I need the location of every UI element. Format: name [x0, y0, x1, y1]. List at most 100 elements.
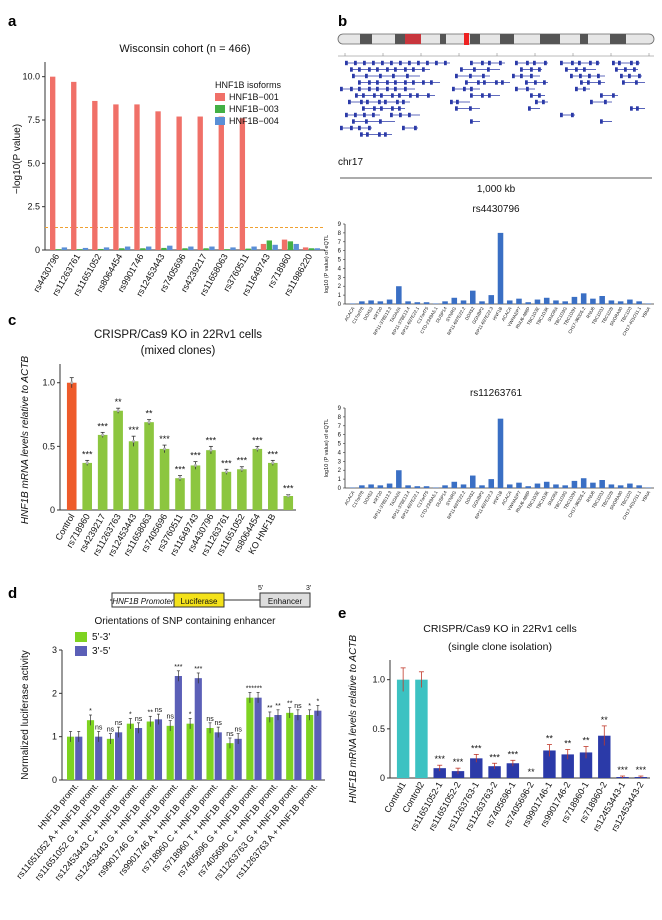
construct-luciferase-box: [173, 592, 225, 608]
gene-exon: [384, 132, 387, 137]
chart-d-bar: [314, 710, 322, 780]
gene-exon: [417, 60, 420, 66]
chart-b1-bar: [488, 295, 495, 304]
chart-d-title: Orientations of SNP containing enhancer: [94, 616, 276, 627]
chart-b1-bar: [460, 300, 467, 304]
chart-b1-bar: [608, 300, 615, 304]
chart-b1-bar: [497, 232, 504, 304]
gene-exon: [579, 73, 582, 79]
chart-e-bar: [561, 754, 574, 778]
chart-b2-ytick-label: 1: [338, 477, 342, 483]
chart-a-bar: [314, 248, 320, 250]
chart-b2-bar: [442, 485, 448, 488]
gene-exon: [481, 93, 484, 98]
chart-c-sig-label: ***: [82, 449, 93, 459]
chart-a-bar: [119, 248, 125, 250]
chart-d-bar: [226, 743, 234, 780]
chart-b1-ytick-label: 9: [338, 222, 342, 228]
chart-a-bar: [76, 249, 83, 250]
gene-exon: [416, 93, 419, 98]
gene-exon: [583, 86, 586, 92]
chart-a-ytick-label: 2.5: [27, 202, 40, 212]
chart-e-bar: [488, 766, 501, 778]
chart-b2-xtick-label: YBNA: [641, 490, 651, 503]
chart-c-subtitle: (mixed clones): [141, 345, 216, 357]
chromosome-ideogram: [337, 33, 655, 45]
chart-d-bar: [86, 720, 95, 780]
chart-c-point: [147, 420, 151, 424]
chromosome-band: [360, 34, 372, 44]
chart-d-sig-label: ***: [174, 664, 182, 671]
chart-d-sig-label: ns: [107, 727, 115, 734]
gene-exon: [526, 86, 529, 92]
gene-exon: [380, 106, 383, 111]
chart-a-bar: [308, 248, 315, 250]
scale-bar-label: 1,000 kb: [477, 184, 516, 195]
gene-exon: [379, 73, 382, 79]
gene-exon: [408, 60, 411, 66]
construct-enhancer-label: Enhancer: [268, 597, 303, 606]
panel-label-e: e: [338, 605, 346, 622]
chromosome-band: [470, 34, 480, 44]
gene-exon: [630, 106, 633, 111]
gene-exon: [612, 93, 615, 98]
chart-e-sig-label: ***: [489, 752, 500, 762]
gene-exon: [477, 80, 480, 85]
chart-e-bar: [543, 750, 556, 778]
gene-exon: [412, 67, 415, 72]
chart-d-bar: [214, 732, 222, 780]
gene-exon: [587, 80, 590, 85]
chart-b1-xtick-label: DDX52: [362, 306, 374, 321]
gene-exon: [358, 80, 361, 85]
chart-b2-bar: [359, 485, 365, 488]
chart-a-bar: [176, 116, 182, 251]
chart-b2-ytick-label: 4: [338, 450, 342, 456]
chart-b2-bar: [451, 481, 458, 488]
chart-a-bar: [50, 76, 56, 251]
chart-a-legend-swatch: [215, 117, 225, 125]
gene-exon: [578, 60, 581, 66]
chart-a-bar: [71, 81, 77, 250]
chart-b1-xtick-label: YBNA: [641, 306, 651, 319]
gene-exon: [575, 67, 578, 72]
gene-exon: [615, 67, 618, 72]
chart-d-bar: [115, 732, 123, 780]
gene-exon: [355, 93, 358, 98]
gene-exon: [408, 112, 411, 118]
chart-c-sig-label: **: [115, 397, 123, 407]
chromosome-label: chr17: [338, 157, 363, 168]
gene-exon: [636, 106, 639, 111]
chart-c-sig-label: ***: [128, 425, 139, 435]
chromosome-band: [610, 34, 626, 44]
chart-d-sig-label: ns: [226, 731, 234, 738]
chart-e-sig-label: **: [528, 767, 536, 777]
chart-d-bar: [246, 697, 254, 780]
chart-c-bar: [221, 471, 232, 510]
chart-a-ytick-label: 0: [35, 245, 40, 255]
gene-exon: [368, 86, 371, 92]
chart-e-sig-label: **: [564, 738, 572, 748]
chart-b1-xtick-label: KRT20: [372, 306, 384, 321]
chart-a-bar: [260, 243, 267, 250]
gene-exon: [360, 99, 363, 105]
chart-b2-xtick-label: KRT20: [372, 490, 384, 505]
gene-exon: [386, 67, 389, 72]
chart-b2-bar: [470, 475, 476, 488]
chart-c-bar: [97, 434, 108, 510]
gene-exon: [368, 67, 371, 72]
gene-exon: [340, 125, 343, 131]
chart-c-point: [85, 461, 89, 465]
gene-exon: [345, 60, 348, 66]
gene-exon: [470, 119, 473, 124]
chart-b2-bar: [617, 485, 624, 488]
chart-c-bar: [237, 469, 247, 510]
gene-exon: [463, 86, 466, 92]
chart-b1-bar: [442, 301, 448, 304]
gene-exon: [399, 112, 402, 118]
gene-exon: [538, 93, 541, 98]
chart-c-sig-label: ***: [268, 449, 279, 459]
chart-b1-ytick-label: 8: [338, 231, 342, 237]
chart-d-sig-label: ns: [135, 716, 143, 723]
gene-exon: [499, 60, 502, 66]
gene-exon: [430, 80, 433, 85]
